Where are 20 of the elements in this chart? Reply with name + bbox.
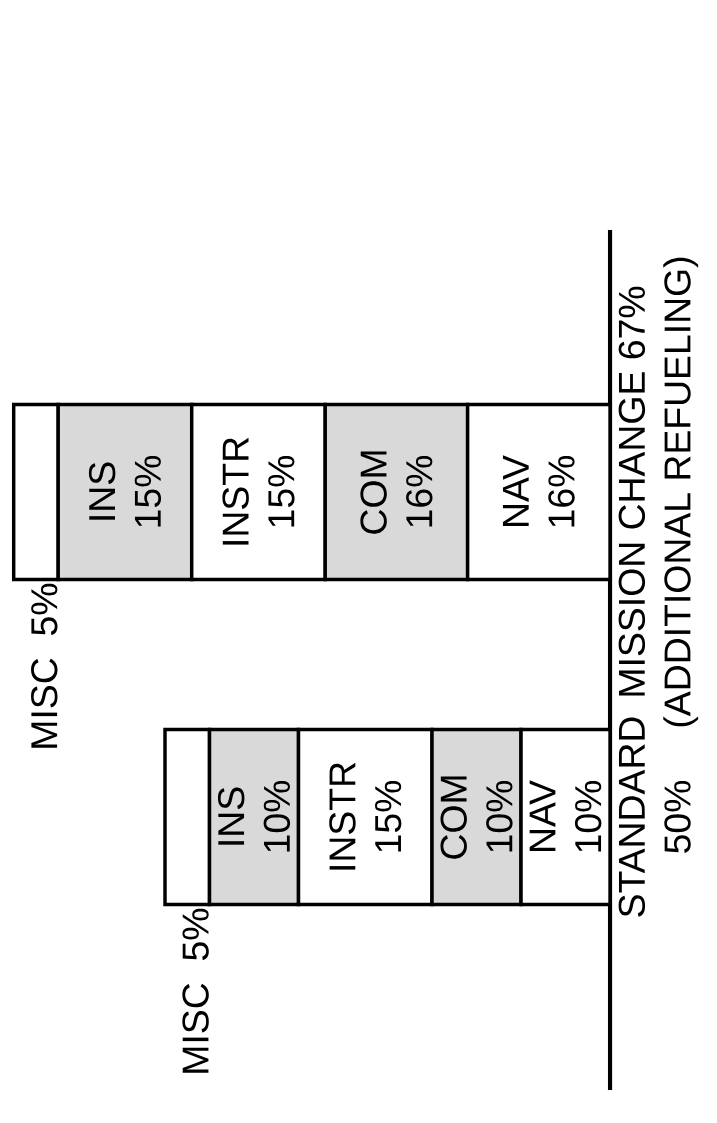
text: MISC xyxy=(182,983,209,1073)
text: COM xyxy=(360,451,387,534)
text: INS xyxy=(88,462,116,520)
text: INSTR xyxy=(329,762,356,870)
data-label: 5% xyxy=(182,908,209,961)
text: NAV xyxy=(502,455,529,526)
text: MISC xyxy=(31,658,58,748)
data-label: 10% xyxy=(263,780,291,852)
series-label: NAV xyxy=(529,780,556,851)
data-label: 15% xyxy=(375,780,402,852)
data-label: 15% xyxy=(134,455,162,527)
series-label: COM xyxy=(440,776,467,859)
data-label: 16% xyxy=(406,455,433,527)
series-label: INSTR xyxy=(222,437,249,545)
data-label: 10% xyxy=(574,780,602,852)
data-label: 10% xyxy=(486,780,513,852)
data-label: 15% xyxy=(268,455,295,527)
series-label: INS xyxy=(217,787,245,845)
data-label: 16% xyxy=(548,455,575,527)
data-label: 5% xyxy=(31,583,58,636)
